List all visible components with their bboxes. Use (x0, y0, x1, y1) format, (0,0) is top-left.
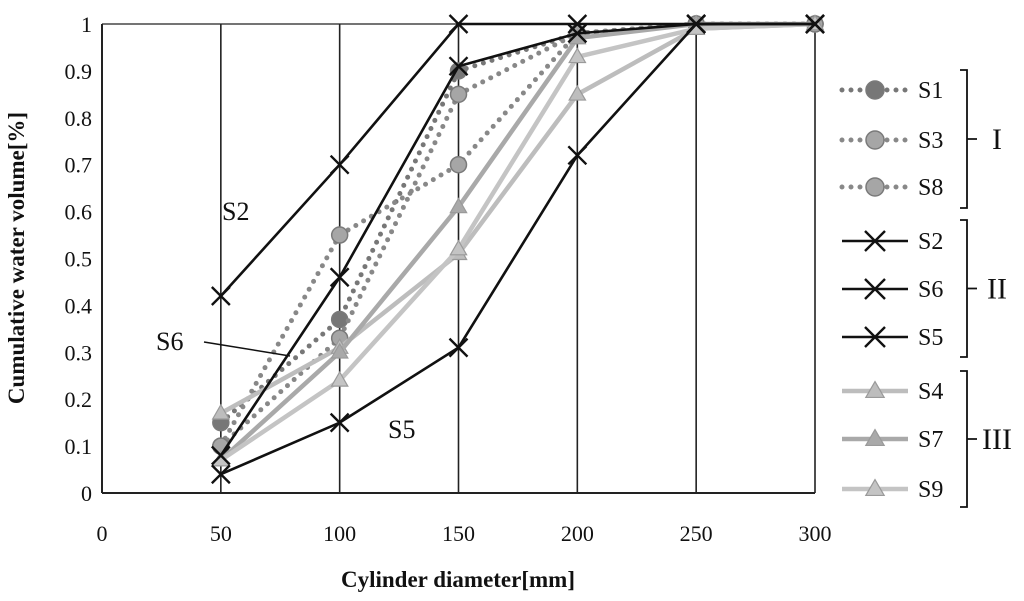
marker-S8 (865, 177, 885, 197)
annotations: S2 S6 S5 (156, 197, 415, 444)
y-tick-label: 0.9 (65, 59, 93, 84)
annotation-S2: S2 (222, 197, 249, 226)
x-tick-label: 150 (442, 521, 475, 546)
group-bracket-III (960, 370, 977, 508)
legend-label-S1: S1 (918, 78, 943, 104)
marker-S8 (449, 155, 468, 174)
series-line-S9 (219, 21, 816, 463)
marker-S5 (686, 14, 707, 34)
grid-lines (220, 24, 816, 493)
y-tick-label: 1 (81, 12, 92, 37)
legend-label-S8: S8 (918, 175, 943, 201)
x-axis-title: Cylinder diameter[mm] (341, 567, 575, 592)
x-tick-label: 200 (561, 521, 594, 546)
y-tick-label: 0.3 (65, 340, 93, 365)
x-tick-label: 50 (210, 521, 232, 546)
x-tick-label: 300 (799, 521, 832, 546)
marker-S1 (330, 310, 349, 329)
series-line-S1 (218, 21, 818, 426)
marker-S5 (448, 337, 469, 358)
series-line-S5 (220, 22, 815, 476)
marker-S7 (449, 197, 468, 214)
y-tick-label: 0.2 (65, 387, 93, 412)
marker-S4 (864, 380, 886, 399)
marker-S9 (330, 370, 349, 387)
y-tick-label: 0.1 (65, 434, 93, 459)
y-tick-label: 0 (81, 481, 92, 506)
marker-S5 (329, 412, 350, 433)
marker-S7 (330, 342, 349, 359)
series-line-S6 (219, 22, 815, 457)
legend-label-S4: S4 (918, 379, 943, 405)
annotation-leader-S6 (203, 341, 291, 357)
marker-S4 (568, 84, 587, 101)
annotation-S5: S5 (388, 415, 415, 444)
legend-label-S6: S6 (918, 277, 943, 303)
marker-S2 (210, 286, 231, 306)
marker-S9 (449, 239, 468, 256)
legend-label-S3: S3 (918, 128, 943, 154)
y-tick-label: 0.7 (65, 153, 93, 178)
marker-S8 (330, 226, 349, 244)
y-tick-label: 0.6 (65, 200, 93, 225)
legend-label-S5: S5 (918, 325, 943, 351)
marker-S6 (567, 23, 588, 44)
series-line-S8 (218, 21, 818, 449)
group-label-III: III (982, 423, 1012, 456)
series-line-S4 (219, 21, 816, 416)
legend-label-S2: S2 (918, 229, 943, 255)
marker-S9 (864, 478, 886, 497)
marker-S5 (210, 464, 231, 485)
marker-S6 (448, 56, 469, 77)
y-tick-label: 0.5 (65, 247, 93, 272)
series-lines (210, 14, 825, 485)
marker-S9 (568, 47, 587, 64)
marker-S7 (864, 428, 886, 447)
group-bracket-II (960, 219, 977, 358)
marker-S6 (864, 278, 886, 300)
x-tick-label: 0 (97, 521, 108, 546)
legend-label-S9: S9 (918, 477, 943, 503)
series-line-S3 (218, 21, 818, 449)
marker-S2 (567, 14, 588, 34)
marker-S5 (805, 14, 825, 34)
y-tick-label: 0.4 (65, 293, 93, 318)
marker-S6 (329, 267, 350, 288)
marker-S3 (449, 85, 468, 104)
y-tick-label: 0.8 (65, 106, 93, 131)
marker-S6 (210, 445, 231, 466)
y-axis-title: Cumulative water volume[%] (4, 112, 29, 404)
axes: 0 50 100 150 200 250 300 0 0.1 0.2 0.3 0.4 0.5 0.6 0.7… (65, 12, 832, 546)
group-bracket-I (960, 69, 977, 209)
marker-S2 (864, 230, 886, 252)
series-line-S7 (219, 21, 815, 462)
group-label-II: II (987, 273, 1007, 306)
legend-label-S7: S7 (918, 427, 943, 453)
group-label-I: I (992, 123, 1002, 156)
marker-S5 (864, 326, 886, 348)
marker-S3 (865, 130, 885, 150)
x-tick-label: 250 (680, 521, 713, 546)
x-tick-label: 100 (323, 521, 356, 546)
marker-S2 (329, 154, 350, 175)
marker-S4 (211, 403, 231, 420)
marker-S1 (865, 80, 885, 100)
marker-S5 (567, 145, 588, 166)
series-line-S2 (219, 22, 815, 297)
marker-S2 (448, 14, 469, 34)
annotation-S6: S6 (156, 327, 183, 356)
